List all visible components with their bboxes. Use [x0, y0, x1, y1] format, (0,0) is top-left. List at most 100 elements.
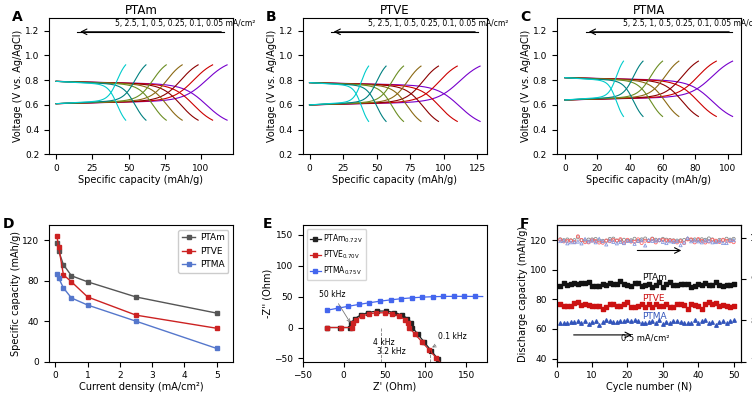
Point — [728, 317, 740, 324]
Title: PTAm: PTAm — [124, 4, 157, 17]
Point — [653, 317, 666, 324]
PTVE$_{\mathregular{0.70\,V}}$ — [364, 311, 373, 316]
Point — [629, 241, 641, 247]
Y-axis label: -Z'' (Ohm): -Z'' (Ohm) — [262, 269, 273, 318]
Point — [664, 237, 676, 243]
Point — [635, 301, 647, 307]
Point — [565, 239, 577, 246]
PTMA$_{\mathregular{0.75\,V}}$ — [454, 294, 463, 299]
Point — [714, 303, 726, 310]
Point — [632, 303, 644, 309]
Point — [635, 236, 647, 243]
Point — [720, 281, 732, 288]
Point — [643, 319, 655, 326]
PTAm — [83, 280, 92, 284]
Point — [572, 318, 584, 325]
PTAm$_{\mathregular{0.72\,V}}$ — [422, 342, 431, 347]
Title: PTVE: PTVE — [380, 4, 410, 17]
Point — [646, 318, 658, 324]
PTVE$_{\mathregular{0.70\,V}}$ — [428, 351, 437, 356]
Point — [600, 241, 612, 248]
Point — [558, 320, 570, 326]
Point — [558, 238, 570, 245]
Point — [635, 283, 647, 289]
Point — [699, 301, 711, 307]
PTVE$_{\mathregular{0.70\,V}}$ — [352, 317, 361, 322]
Point — [724, 304, 736, 311]
Point — [618, 318, 630, 324]
Point — [558, 303, 570, 309]
Point — [689, 237, 701, 244]
Line: PTAm$_{\mathregular{0.72\,V}}$: PTAm$_{\mathregular{0.72\,V}}$ — [326, 309, 447, 369]
Point — [696, 305, 708, 312]
Point — [579, 280, 591, 286]
Point — [668, 282, 680, 289]
Text: 3.2 kHz: 3.2 kHz — [378, 347, 406, 356]
Point — [596, 319, 608, 325]
Point — [664, 320, 676, 326]
Point — [575, 302, 587, 309]
Point — [632, 236, 644, 243]
Point — [714, 239, 726, 245]
Point — [565, 303, 577, 309]
Point — [593, 303, 605, 309]
Point — [660, 319, 672, 325]
Point — [728, 280, 740, 287]
Point — [561, 238, 573, 244]
Point — [561, 240, 573, 246]
Point — [650, 239, 662, 246]
Point — [554, 236, 566, 243]
Point — [611, 240, 623, 246]
Point — [671, 301, 683, 307]
Point — [678, 240, 690, 246]
Point — [689, 239, 701, 246]
Point — [703, 320, 715, 326]
Point — [586, 237, 598, 244]
Point — [593, 283, 605, 290]
PTAm — [67, 274, 76, 278]
Point — [717, 237, 729, 243]
Point — [664, 237, 676, 244]
Point — [625, 283, 637, 289]
Point — [614, 236, 626, 242]
X-axis label: Z' (Ohm): Z' (Ohm) — [373, 382, 417, 392]
Point — [656, 284, 669, 290]
Point — [693, 236, 705, 242]
Point — [693, 238, 705, 244]
Y-axis label: Discharge capacity (mAh/g): Discharge capacity (mAh/g) — [518, 225, 529, 362]
Line: PTMA$_{\mathregular{0.75\,V}}$: PTMA$_{\mathregular{0.75\,V}}$ — [326, 295, 484, 312]
Text: D: D — [3, 217, 14, 231]
Point — [668, 318, 680, 324]
Point — [569, 279, 581, 286]
Point — [561, 303, 573, 309]
Text: PTMA: PTMA — [641, 311, 666, 321]
Point — [611, 319, 623, 326]
Point — [604, 238, 616, 244]
Point — [696, 282, 708, 288]
Point — [558, 237, 570, 244]
Point — [681, 236, 693, 243]
Point — [675, 319, 687, 325]
Point — [579, 237, 591, 244]
Text: A: A — [12, 10, 23, 24]
Point — [611, 281, 623, 288]
Point — [625, 304, 637, 310]
Point — [635, 320, 647, 326]
Point — [629, 238, 641, 245]
Point — [653, 237, 666, 243]
Point — [583, 301, 595, 308]
PTVE — [54, 244, 63, 249]
Point — [710, 300, 722, 306]
Point — [629, 317, 641, 324]
Point — [569, 239, 581, 246]
X-axis label: Specific capacity (mAh/g): Specific capacity (mAh/g) — [587, 175, 711, 185]
Point — [678, 280, 690, 287]
Title: PTMA: PTMA — [632, 4, 665, 17]
Point — [724, 237, 736, 243]
Point — [579, 239, 591, 245]
Point — [625, 238, 637, 245]
Point — [714, 319, 726, 325]
Point — [646, 303, 658, 310]
Point — [600, 317, 612, 323]
Point — [632, 318, 644, 324]
